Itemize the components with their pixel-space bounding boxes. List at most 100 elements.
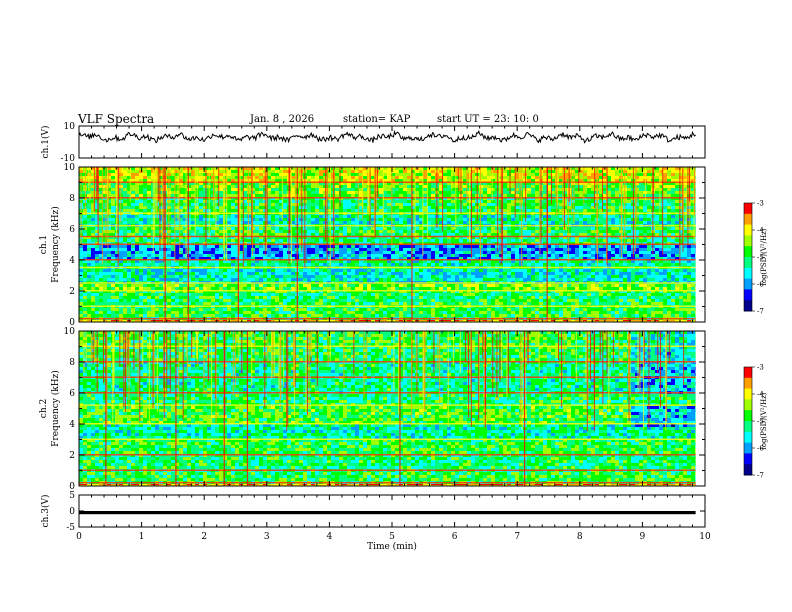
spec-cell — [683, 233, 687, 236]
spec-cell — [523, 179, 527, 182]
spec-cell — [607, 221, 611, 224]
spec-cell — [599, 248, 603, 251]
spec-cell — [451, 257, 455, 260]
spec-cell — [371, 176, 375, 179]
spec-cell — [599, 245, 603, 248]
spec-cell — [83, 233, 87, 236]
spec-cell — [587, 236, 591, 239]
spec-cell — [647, 188, 651, 191]
spec-cell — [455, 251, 459, 254]
spec-cell — [403, 170, 407, 173]
spec-cell — [135, 221, 139, 224]
spec-cell — [351, 170, 355, 173]
spec-cell — [567, 203, 571, 206]
spec-cell — [355, 254, 359, 257]
spec-cell — [271, 221, 275, 224]
spec-cell — [259, 221, 263, 224]
spec-cell — [399, 239, 403, 242]
spec-cell — [223, 227, 227, 230]
spec-cell — [223, 170, 227, 173]
spec-cell — [427, 257, 431, 260]
spec-cell — [675, 215, 679, 218]
spec-cell — [123, 209, 127, 212]
spec-cell — [215, 200, 219, 203]
spec-cell — [259, 218, 263, 221]
spec-cell — [579, 209, 583, 212]
spec-cell — [671, 176, 675, 179]
spec-cell — [107, 188, 111, 191]
spec-cell — [691, 230, 695, 233]
spec-cell — [451, 185, 455, 188]
spec-cell — [643, 227, 647, 230]
spec-cell — [307, 191, 311, 194]
spec-cell — [199, 170, 203, 173]
spec-cell — [487, 254, 491, 257]
spec-cell — [583, 227, 587, 230]
spec-cell — [563, 209, 567, 212]
spec-cell — [339, 194, 343, 197]
spec-cell — [395, 257, 399, 260]
spec-cell — [639, 182, 643, 185]
spec-cell — [203, 167, 207, 170]
spec-cell — [175, 245, 179, 248]
spec-cell — [575, 191, 579, 194]
spec-cell — [491, 245, 495, 248]
spec-cell — [571, 230, 575, 233]
spec-cell — [135, 194, 139, 197]
spec-cell — [355, 233, 359, 236]
spec-cell — [343, 248, 347, 251]
spec-cell — [123, 215, 127, 218]
spec-cell — [239, 185, 243, 188]
spec-cell — [87, 170, 91, 173]
spec-cell — [415, 176, 419, 179]
spec-cell — [275, 215, 279, 218]
spec-cell — [639, 209, 643, 212]
spec-cell — [559, 194, 563, 197]
spec-cell — [143, 182, 147, 185]
spec-cell — [223, 167, 227, 170]
spec-cell — [399, 185, 403, 188]
spec-cell — [607, 182, 611, 185]
spec-cell — [375, 257, 379, 260]
spec-cell — [527, 254, 531, 257]
spec-cell — [547, 203, 551, 206]
spec-cell — [567, 254, 571, 257]
spec-cell — [227, 230, 231, 233]
spec-cell — [675, 200, 679, 203]
spec-cell — [311, 227, 315, 230]
spec-cell — [439, 251, 443, 254]
spec-cell — [87, 257, 91, 260]
spec-cell — [599, 179, 603, 182]
spec-cell — [599, 170, 603, 173]
spec-cell — [543, 230, 547, 233]
spec-cell — [371, 257, 375, 260]
spec-cell — [99, 236, 103, 239]
spec-cell — [675, 245, 679, 248]
spec-cell — [447, 251, 451, 254]
spec-cell — [307, 257, 311, 260]
spec-cell — [315, 191, 319, 194]
spec-cell — [107, 209, 111, 212]
spec-cell — [239, 203, 243, 206]
spec-cell — [127, 221, 131, 224]
spec-cell — [491, 254, 495, 257]
spec-cell — [519, 236, 523, 239]
spec-cell — [91, 221, 95, 224]
spec-cell — [243, 218, 247, 221]
spec-cell — [583, 185, 587, 188]
spec-cell — [239, 191, 243, 194]
spec-cell — [291, 170, 295, 173]
spec-cell — [471, 251, 475, 254]
spec-cell — [183, 185, 187, 188]
spec-cell — [571, 215, 575, 218]
spec-cell — [647, 206, 651, 209]
spec-cell — [647, 221, 651, 224]
spec-cell — [495, 236, 499, 239]
spec-cell — [187, 221, 191, 224]
spec-cell — [659, 182, 663, 185]
spec-cell — [111, 200, 115, 203]
spec-cell — [691, 188, 695, 191]
spec-cell — [111, 182, 115, 185]
spec-cell — [567, 236, 571, 239]
spec-cell — [335, 206, 339, 209]
